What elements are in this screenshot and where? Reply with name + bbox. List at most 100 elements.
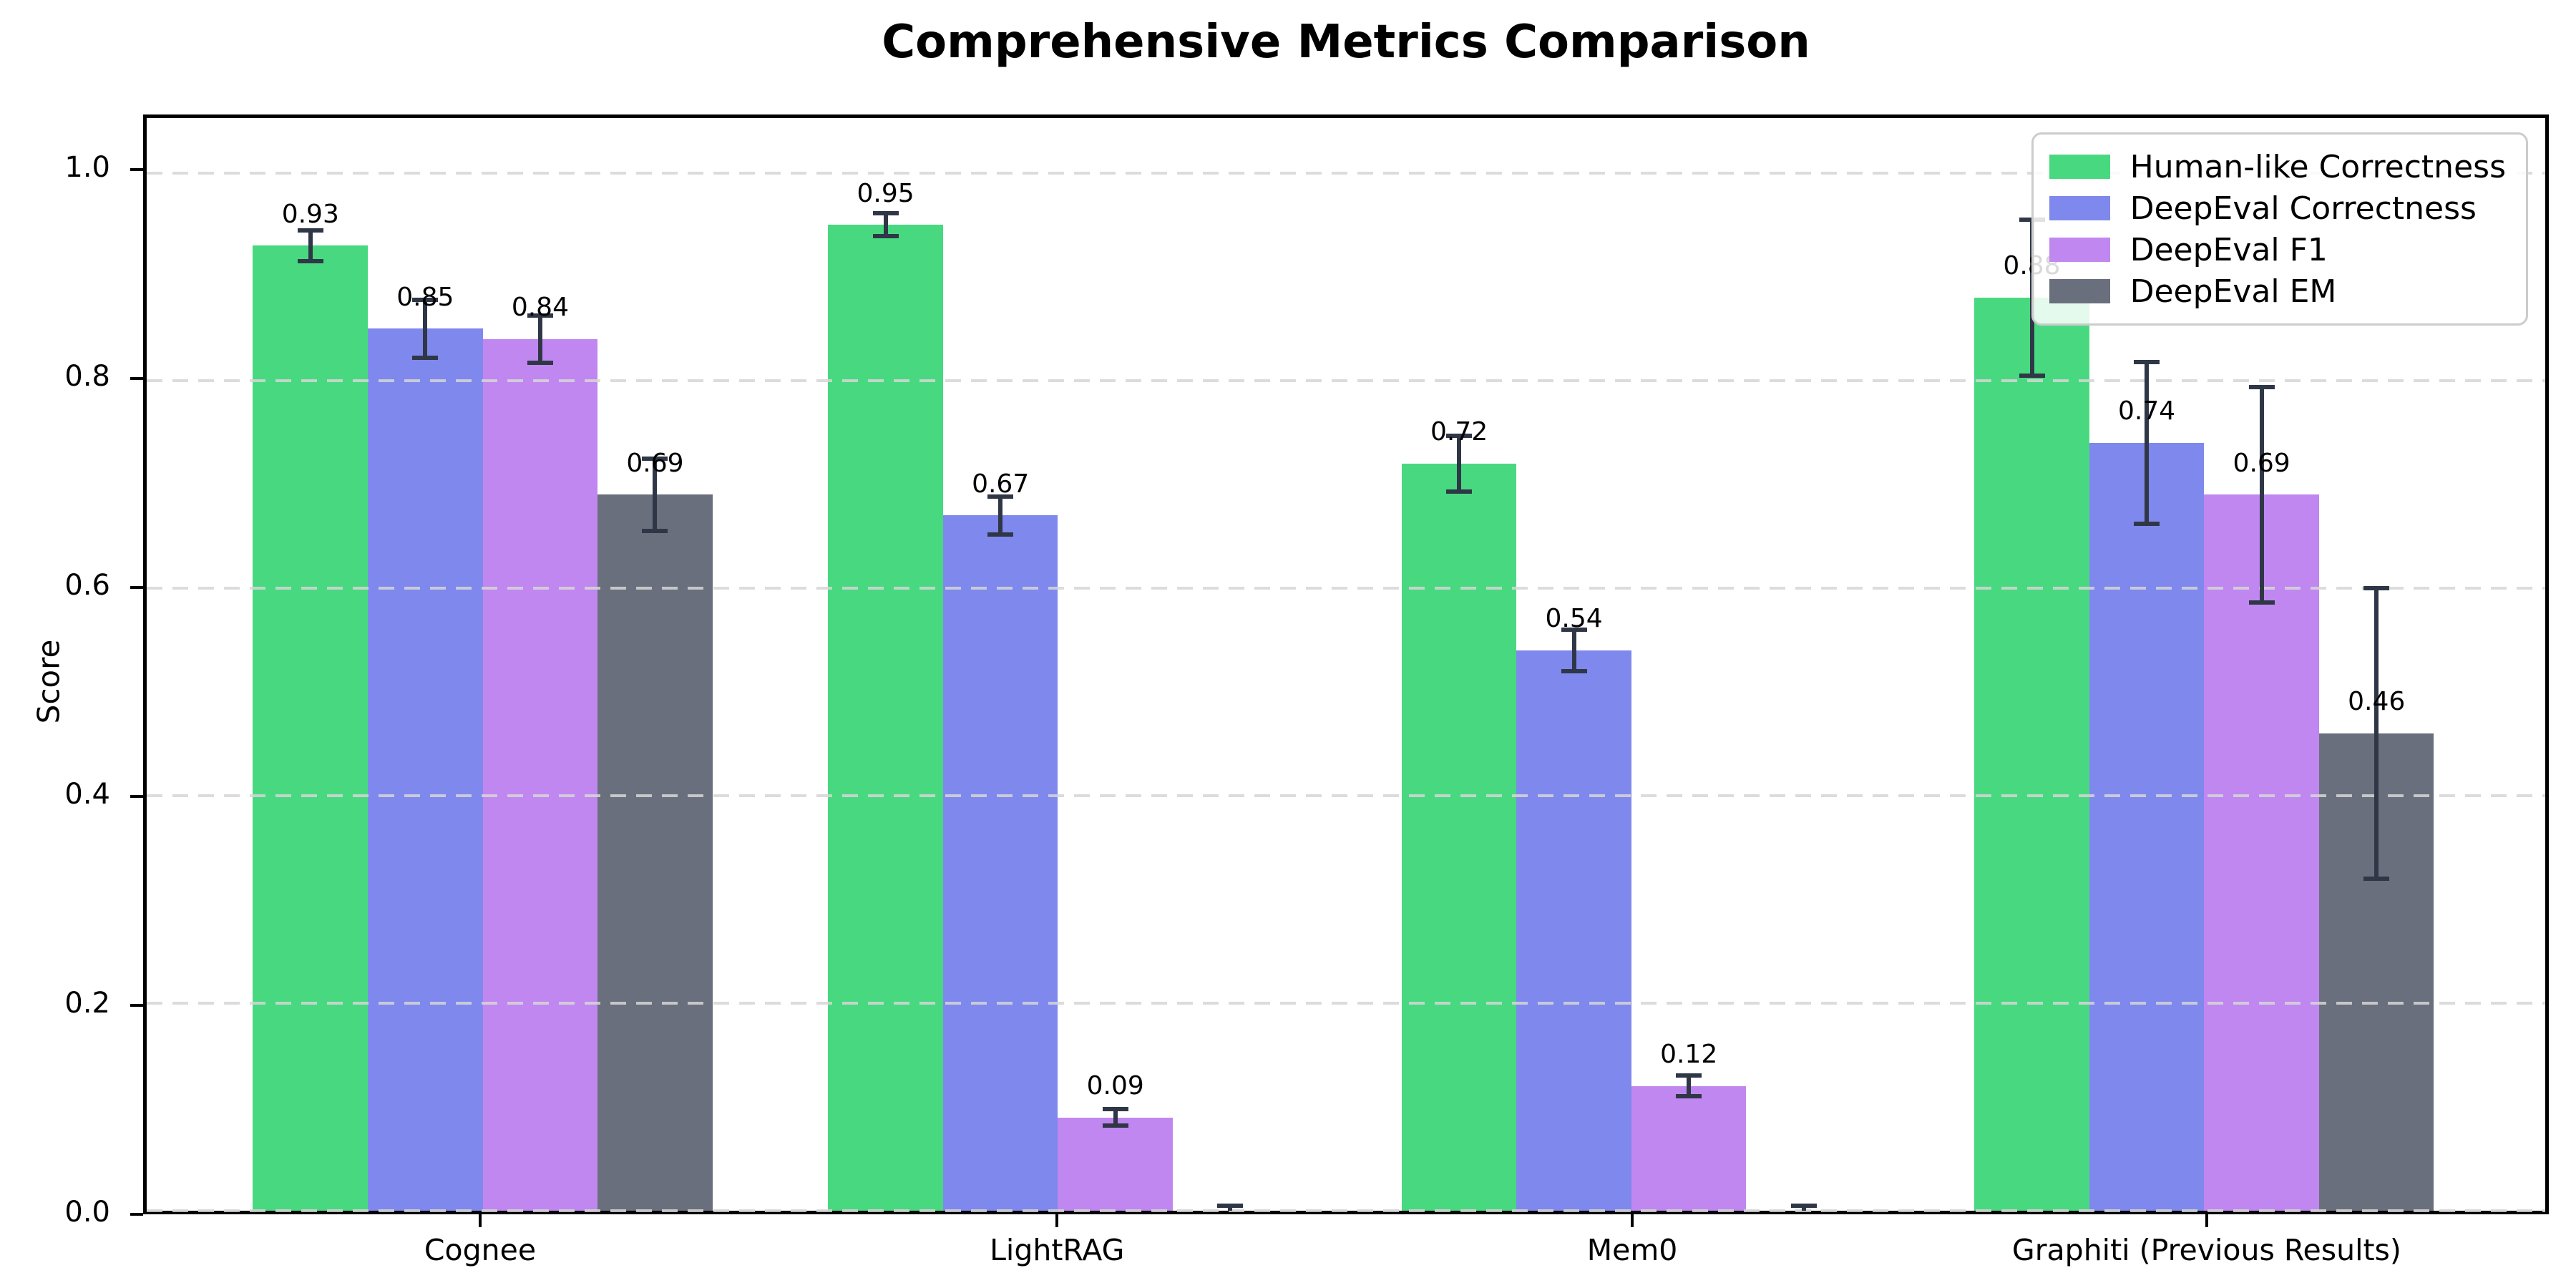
error-bar-cap xyxy=(2363,585,2390,590)
error-bar xyxy=(2259,386,2264,603)
y-tick-mark xyxy=(130,1004,143,1008)
bar xyxy=(482,338,598,1211)
chart-title: Comprehensive Metrics Comparison xyxy=(882,16,1810,69)
gridline xyxy=(147,1209,2545,1212)
error-bar-cap xyxy=(987,494,1014,499)
y-tick-mark xyxy=(130,377,143,381)
x-tick-mark xyxy=(479,1214,482,1227)
error-bar-cap xyxy=(412,355,439,360)
bar xyxy=(1631,1085,1747,1211)
error-bar-cap xyxy=(1446,433,1473,438)
bar-value-label: 0.69 xyxy=(626,448,684,478)
legend-label: DeepEval F1 xyxy=(2129,231,2328,268)
y-tick-label: 0.6 xyxy=(64,569,110,602)
error-bar xyxy=(998,497,1003,535)
error-bar xyxy=(537,315,542,364)
y-tick-label: 1.0 xyxy=(64,151,110,185)
error-bar-cap xyxy=(1446,489,1473,494)
gridline xyxy=(147,1001,2545,1005)
bar-value-label: 0.74 xyxy=(2117,396,2176,426)
x-tick-label: Cognee xyxy=(424,1233,537,1267)
error-bar xyxy=(883,213,888,237)
error-bar xyxy=(1801,1205,1806,1211)
legend-label: DeepEval EM xyxy=(2129,273,2337,310)
bar-value-label: 0.69 xyxy=(2233,448,2290,478)
bar-value-label: 0.09 xyxy=(1086,1070,1144,1101)
y-tick-label: 0.4 xyxy=(64,778,110,811)
error-bar-cap xyxy=(642,529,668,534)
y-tick-label: 0.0 xyxy=(64,1196,110,1229)
bar xyxy=(828,225,943,1211)
error-bar-cap xyxy=(2019,373,2045,378)
bar-value-label: 0.72 xyxy=(1430,417,1488,447)
bar xyxy=(1974,297,2089,1211)
legend-swatch xyxy=(2049,238,2110,262)
error-bar-cap xyxy=(987,532,1014,537)
error-bar-cap xyxy=(1561,627,1587,632)
error-bar-cap xyxy=(527,361,553,366)
bar xyxy=(942,515,1058,1211)
error-bar-cap xyxy=(2248,600,2275,605)
legend-swatch xyxy=(2049,196,2110,220)
x-tick-label: LightRAG xyxy=(990,1233,1125,1267)
legend-label: DeepEval Correctness xyxy=(2129,190,2477,227)
legend-swatch xyxy=(2049,279,2110,303)
x-tick-label: Mem0 xyxy=(1586,1233,1678,1267)
legend-swatch xyxy=(2049,155,2110,179)
error-bar xyxy=(308,230,313,262)
error-bar-cap xyxy=(2248,384,2275,389)
bar-value-label: 0.95 xyxy=(857,178,914,208)
error-bar xyxy=(2374,587,2379,879)
y-tick-mark xyxy=(130,1213,143,1216)
error-bar-cap xyxy=(642,456,668,461)
error-bar xyxy=(1228,1205,1233,1211)
error-bar-cap xyxy=(2134,359,2160,364)
error-bar xyxy=(653,458,658,532)
bar-value-label: 0.85 xyxy=(396,282,454,312)
x-tick-mark xyxy=(1055,1214,1059,1227)
legend-label: Human-like Correctness xyxy=(2129,148,2506,185)
error-bar xyxy=(1571,629,1576,671)
bar-value-label: 0.84 xyxy=(511,293,569,323)
bar-value-label: 0.12 xyxy=(1660,1040,1718,1070)
bar-value-label: 0.46 xyxy=(2348,687,2406,717)
error-bar-cap xyxy=(1676,1073,1702,1078)
x-tick-mark xyxy=(2205,1214,2208,1227)
error-bar xyxy=(2145,361,2150,525)
error-bar xyxy=(423,299,428,358)
error-bar-cap xyxy=(1561,668,1587,673)
y-tick-label: 0.2 xyxy=(64,987,110,1020)
error-bar-cap xyxy=(1676,1094,1702,1099)
bar-value-label: 0.67 xyxy=(972,469,1030,499)
gridline xyxy=(147,794,2545,797)
y-tick-mark xyxy=(130,586,143,590)
x-axis: Cognee LightRAG Mem0 Graphiti (Previous Res… xyxy=(143,1214,2549,1279)
error-bar-cap xyxy=(527,313,553,318)
error-bar-cap xyxy=(1790,1203,1817,1208)
bar-value-label: 0.54 xyxy=(1545,604,1603,634)
legend-item: DeepEval EM xyxy=(2049,270,2506,312)
bar xyxy=(253,245,369,1211)
error-bar-cap xyxy=(297,228,323,233)
legend-item: DeepEval F1 xyxy=(2049,229,2506,270)
error-bar-cap xyxy=(412,297,439,302)
bar xyxy=(597,494,713,1211)
error-bar-cap xyxy=(297,259,323,264)
y-tick-mark xyxy=(130,168,143,172)
error-bar-cap xyxy=(872,234,899,239)
error-bar xyxy=(1457,435,1462,492)
bar xyxy=(368,328,483,1211)
y-axis: 0.0 0.2 0.4 0.6 0.8 1.0 xyxy=(0,114,143,1229)
plot-area: Human-like Correctness DeepEval Correctne… xyxy=(143,114,2549,1214)
bar xyxy=(1058,1117,1173,1211)
bar xyxy=(1516,650,1631,1211)
error-bar xyxy=(1113,1108,1118,1126)
legend: Human-like Correctness DeepEval Correctne… xyxy=(2031,132,2528,326)
bar xyxy=(1401,463,1517,1211)
error-bar-cap xyxy=(2134,522,2160,527)
gridline xyxy=(147,379,2545,382)
bar-value-label: 0.93 xyxy=(281,199,339,229)
error-bar xyxy=(1687,1075,1692,1097)
x-tick-label: Graphiti (Previous Results) xyxy=(2011,1233,2401,1267)
